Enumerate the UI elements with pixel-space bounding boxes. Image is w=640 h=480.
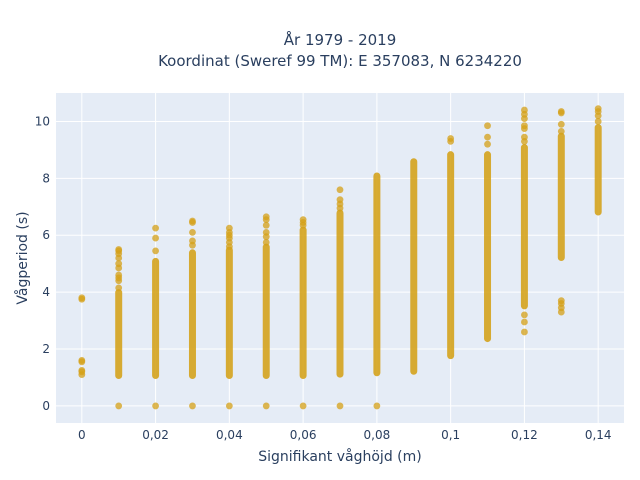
data-point xyxy=(115,284,123,292)
data-point-column xyxy=(188,249,196,380)
data-point xyxy=(115,260,123,268)
data-point xyxy=(557,297,565,305)
data-point xyxy=(115,271,123,279)
data-point xyxy=(189,228,196,236)
x-tick-label: 0,12 xyxy=(511,428,538,442)
data-point-column xyxy=(520,144,528,310)
data-point xyxy=(189,217,196,225)
x-tick-label: 0 xyxy=(78,428,86,442)
data-point xyxy=(484,122,491,130)
y-tick-label: 8 xyxy=(42,171,50,185)
y-tick-label: 2 xyxy=(42,342,50,356)
data-point xyxy=(78,357,86,364)
data-point xyxy=(336,186,344,194)
data-point xyxy=(594,118,602,125)
x-tick-label: 0,02 xyxy=(142,428,169,442)
data-point xyxy=(78,294,86,302)
data-point xyxy=(299,402,307,410)
chart-title: År 1979 - 2019 xyxy=(284,30,397,49)
x-tick-label: 0,1 xyxy=(441,428,460,442)
y-tick-label: 10 xyxy=(35,114,50,128)
data-point xyxy=(262,221,270,229)
y-tick-label: 6 xyxy=(42,228,50,242)
data-point-column xyxy=(262,243,270,380)
data-point xyxy=(557,128,565,135)
data-point-column xyxy=(594,124,602,216)
data-point xyxy=(484,133,491,141)
x-tick-label: 0,06 xyxy=(290,428,317,442)
data-point xyxy=(594,105,602,113)
data-point-column xyxy=(115,289,123,380)
data-point xyxy=(521,311,528,319)
data-point xyxy=(521,328,528,336)
data-point xyxy=(336,196,344,204)
data-point xyxy=(521,318,528,326)
data-point xyxy=(299,216,307,223)
x-tick-label: 0,14 xyxy=(585,428,612,442)
data-point xyxy=(521,106,528,114)
data-point xyxy=(115,402,123,410)
data-point xyxy=(152,402,159,410)
data-point xyxy=(373,402,381,410)
data-point-column xyxy=(299,226,307,380)
data-points xyxy=(78,105,602,410)
x-axis-title: Signifikant våghöjd (m) xyxy=(258,448,421,465)
data-point xyxy=(189,402,196,410)
data-point-column xyxy=(336,209,344,378)
y-axis-title: Vågperiod (s) xyxy=(14,211,31,304)
data-point xyxy=(262,238,270,246)
x-tick-label: 0,08 xyxy=(364,428,391,442)
data-point-column xyxy=(447,151,455,360)
x-axis-ticks: 0 0,02 0,04 0,06 0,08 0,1 0,12 0,14 xyxy=(78,428,612,442)
data-point xyxy=(447,135,455,142)
data-point xyxy=(115,246,123,253)
data-point xyxy=(336,402,344,410)
data-point xyxy=(262,402,270,410)
y-tick-label: 4 xyxy=(42,285,50,299)
data-point-column xyxy=(373,172,381,377)
data-point xyxy=(78,366,86,374)
data-point xyxy=(521,122,528,130)
x-tick-label: 0,04 xyxy=(216,428,243,442)
data-point-column xyxy=(152,257,160,380)
data-point-column xyxy=(225,246,233,380)
y-axis-ticks: 0 2 4 6 8 10 xyxy=(35,114,50,412)
data-point xyxy=(152,224,159,232)
data-point-column xyxy=(557,132,565,261)
data-point xyxy=(152,247,159,255)
data-point-column xyxy=(484,151,492,343)
data-point xyxy=(189,237,196,245)
data-point xyxy=(225,224,233,232)
data-point xyxy=(262,213,270,221)
data-point-column xyxy=(410,158,418,375)
data-point xyxy=(521,133,528,141)
data-point xyxy=(225,402,233,410)
data-point xyxy=(152,234,159,242)
data-point xyxy=(557,120,565,128)
data-point xyxy=(484,140,491,148)
chart-subtitle: Koordinat (Sweref 99 TM): E 357083, N 62… xyxy=(158,52,522,70)
y-tick-label: 0 xyxy=(42,399,50,413)
data-point xyxy=(557,108,565,115)
data-point xyxy=(262,228,270,236)
